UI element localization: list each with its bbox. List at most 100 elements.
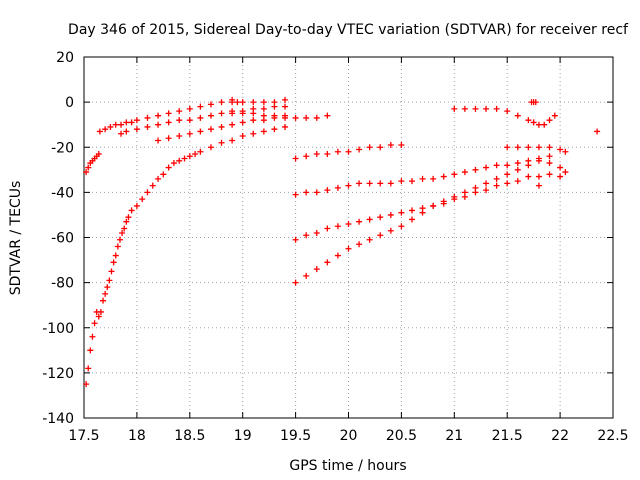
data-point <box>207 144 214 151</box>
data-point <box>546 171 553 178</box>
data-point <box>334 252 341 259</box>
data-point <box>292 236 299 243</box>
data-point <box>125 214 132 221</box>
data-point <box>123 128 130 135</box>
data-point <box>250 130 257 137</box>
data-point <box>91 320 98 327</box>
series-arc-late-mid <box>504 144 569 155</box>
data-point <box>176 132 183 139</box>
series-isolated-point <box>594 128 601 135</box>
data-point <box>108 268 115 275</box>
data-point <box>110 259 117 266</box>
data-point <box>112 252 119 259</box>
data-point <box>483 180 490 187</box>
data-point <box>186 153 193 160</box>
series-arc-upper-d <box>229 96 289 106</box>
data-point <box>546 160 553 167</box>
data-point <box>83 381 90 388</box>
data-point <box>514 144 521 151</box>
data-point <box>186 105 193 112</box>
series-arc-upper-e <box>229 108 331 121</box>
data-point <box>250 99 257 106</box>
data-point <box>594 128 601 135</box>
data-point <box>451 193 458 200</box>
data-point <box>121 225 128 232</box>
data-point <box>514 160 521 167</box>
data-point <box>218 123 225 130</box>
data-point <box>128 119 135 126</box>
data-point <box>313 114 320 121</box>
data-point <box>398 209 405 216</box>
data-point <box>419 175 426 182</box>
data-point <box>119 229 126 236</box>
x-tick-label: 18 <box>128 428 146 444</box>
data-point <box>324 259 331 266</box>
data-point <box>313 229 320 236</box>
data-point <box>282 112 289 119</box>
data-point <box>144 123 151 130</box>
y-tick-label: -140 <box>42 411 74 427</box>
data-point <box>95 313 102 320</box>
data-point <box>155 175 162 182</box>
series-arc-after-gap-d <box>292 153 553 286</box>
data-point <box>398 223 405 230</box>
data-point <box>472 105 479 112</box>
series-arc-after-gap-a <box>292 141 405 162</box>
data-point <box>239 119 246 126</box>
data-point <box>118 130 125 137</box>
data-point <box>377 232 384 239</box>
data-point <box>408 178 415 185</box>
data-point <box>186 130 193 137</box>
data-point <box>356 180 363 187</box>
x-tick-label: 17.5 <box>68 428 99 444</box>
data-point <box>493 175 500 182</box>
data-point <box>504 108 511 115</box>
data-point <box>186 117 193 124</box>
data-point <box>356 146 363 153</box>
data-point <box>197 148 204 155</box>
data-point <box>282 96 289 103</box>
data-point <box>176 108 183 115</box>
chart-title: Day 346 of 2015, Sidereal Day-to-day VTE… <box>68 22 629 38</box>
x-tick-label: 19 <box>234 428 252 444</box>
data-point <box>165 135 172 142</box>
data-point <box>83 169 90 176</box>
x-tick-label: 22 <box>551 428 569 444</box>
data-point <box>250 117 257 124</box>
data-point <box>303 232 310 239</box>
y-tick-label: -40 <box>51 185 74 201</box>
data-point <box>133 202 140 209</box>
data-point <box>530 119 537 126</box>
data-point <box>313 266 320 273</box>
data-point <box>345 182 352 189</box>
data-point <box>218 99 225 106</box>
data-point <box>118 121 125 128</box>
data-point <box>133 126 140 133</box>
data-point <box>324 112 331 119</box>
data-point <box>197 103 204 110</box>
data-point <box>557 146 564 153</box>
series-isolated-point-b <box>535 182 542 189</box>
data-point <box>282 123 289 130</box>
data-point <box>160 171 167 178</box>
data-point <box>155 137 162 144</box>
data-point <box>123 119 130 126</box>
data-point <box>176 117 183 124</box>
data-point <box>334 184 341 191</box>
data-point <box>387 141 394 148</box>
data-point <box>525 173 532 180</box>
data-point <box>303 114 310 121</box>
data-point <box>239 110 246 117</box>
data-point <box>149 182 156 189</box>
data-point <box>461 105 468 112</box>
data-point <box>535 121 542 128</box>
y-tick-label: 20 <box>56 50 74 66</box>
data-point <box>504 180 511 187</box>
data-point <box>398 178 405 185</box>
data-point <box>557 173 564 180</box>
data-point <box>483 164 490 171</box>
data-point <box>155 112 162 119</box>
data-point <box>377 180 384 187</box>
data-point <box>207 101 214 108</box>
